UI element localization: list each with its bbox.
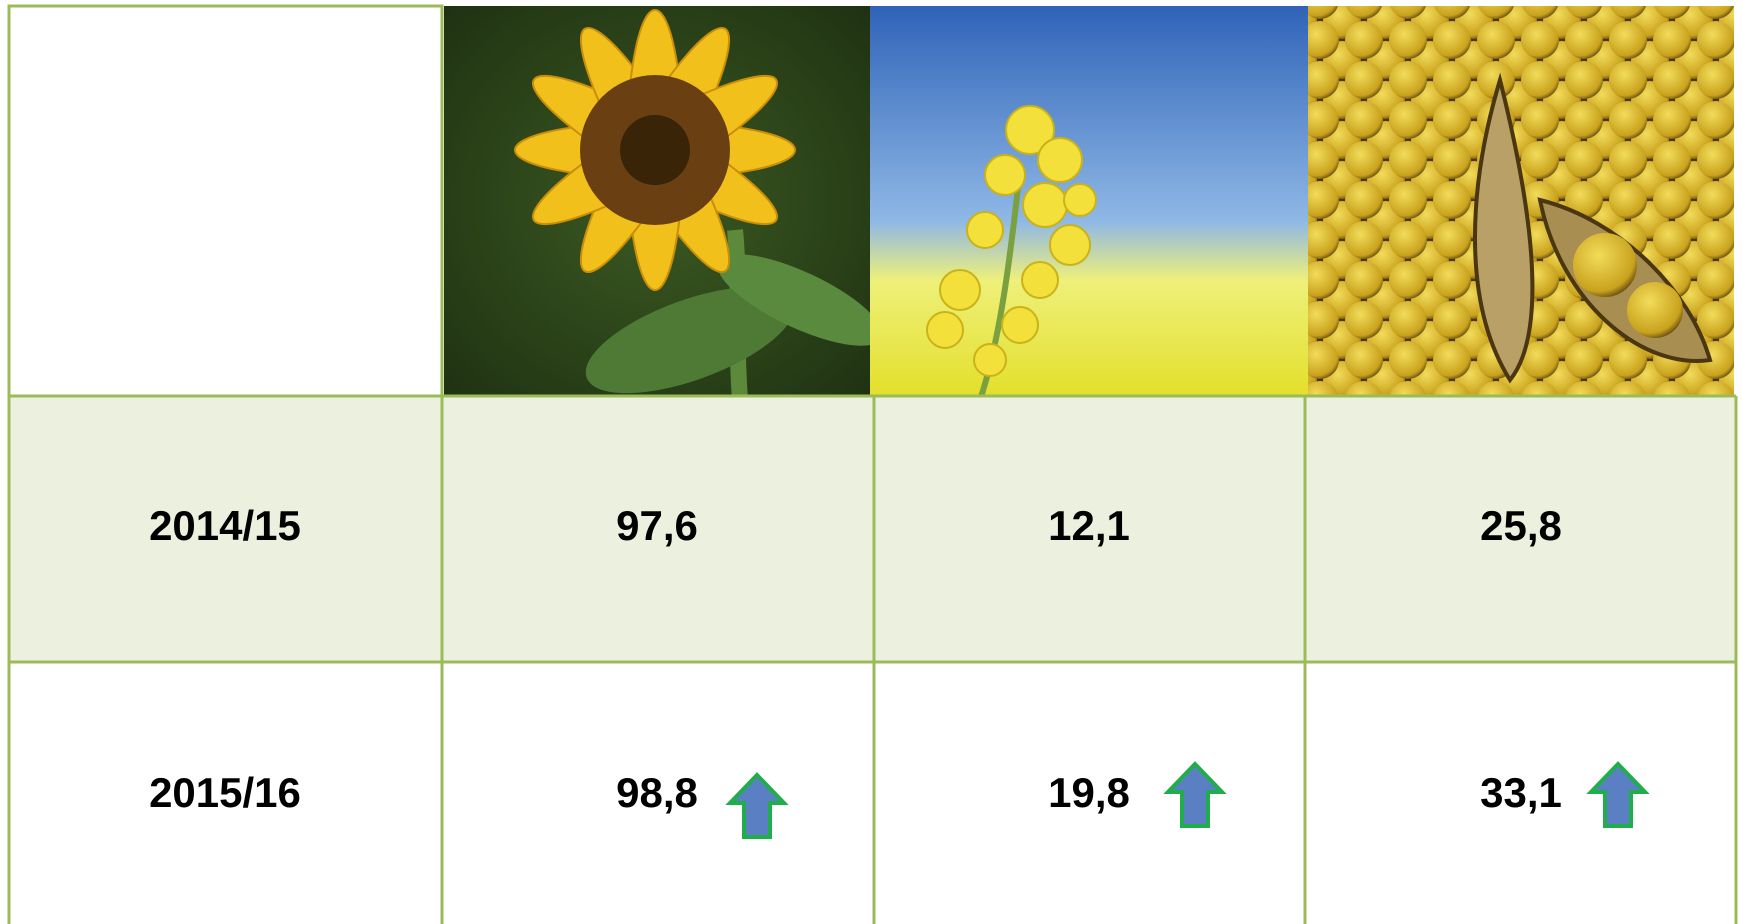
cell-value: 12,1 (1048, 502, 1130, 549)
season-label: 2015/16 (149, 769, 301, 816)
rapeseed-image (870, 6, 1308, 400)
cell-value: 97,6 (616, 502, 698, 549)
up-arrow (730, 775, 784, 837)
cell-value: 98,8 (616, 769, 698, 816)
soybean-image (1308, 6, 1734, 398)
cell-value: 19,8 (1048, 769, 1130, 816)
up-arrow (1168, 764, 1222, 826)
sunflower-image (444, 6, 893, 415)
cell-value: 33,1 (1480, 769, 1562, 816)
cell-value: 25,8 (1480, 502, 1562, 549)
up-arrow (1591, 764, 1645, 826)
crop-table: 2014/15 97,6 12,1 25,8 2015/16 98,8 19,8… (0, 0, 1743, 924)
season-label: 2014/15 (149, 502, 301, 549)
